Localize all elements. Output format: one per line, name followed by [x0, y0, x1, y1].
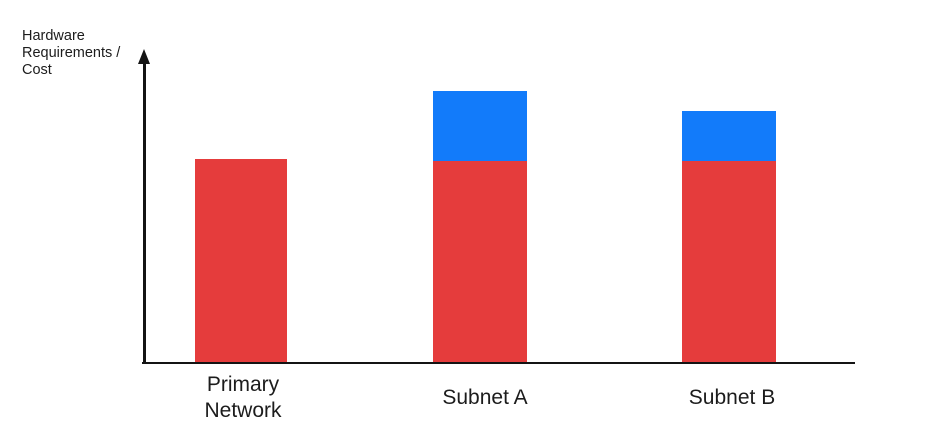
bar-segment-red	[195, 159, 287, 362]
y-axis-arrow-icon	[137, 49, 150, 64]
bar-segment-blue	[682, 111, 776, 161]
bar-primary-network	[195, 159, 287, 362]
bar-subnet-b	[682, 111, 776, 362]
bar-subnet-a	[433, 91, 527, 362]
bar-segment-blue	[433, 91, 527, 161]
bar-segment-red	[433, 161, 527, 362]
y-axis-title: Hardware Requirements / Cost	[22, 28, 121, 78]
y-axis-line	[143, 62, 146, 364]
x-axis-line	[142, 361, 855, 365]
x-axis-label-subnet-a: Subnet A	[442, 386, 528, 409]
x-axis-label-subnet-b: Subnet B	[688, 386, 776, 409]
x-axis-label-primary-network: Primary Network	[204, 373, 282, 422]
bar-segment-red	[682, 161, 776, 362]
